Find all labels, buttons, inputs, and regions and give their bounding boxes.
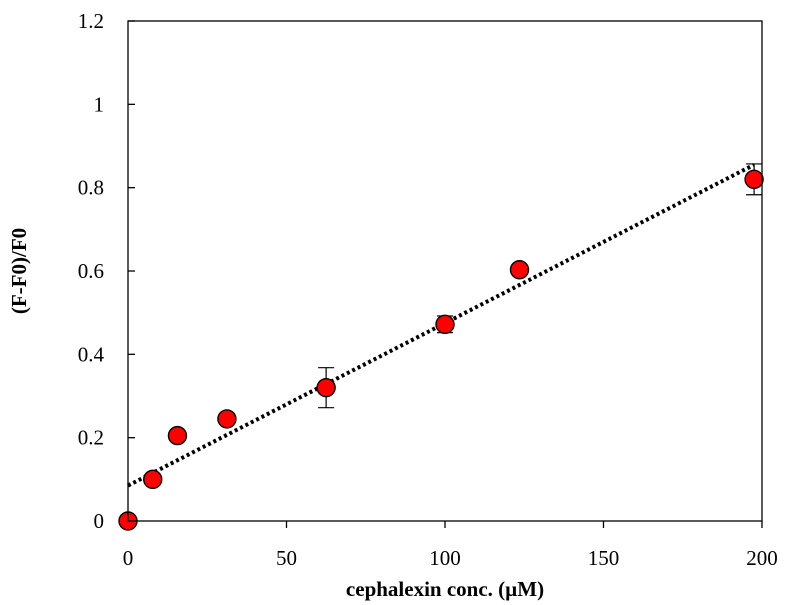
- y-tick-label: 0: [94, 509, 105, 533]
- plot-area-frame: [127, 20, 763, 522]
- data-point: [744, 169, 764, 190]
- x-tick-label: 50: [276, 546, 297, 570]
- y-tick-label: 0.8: [78, 176, 104, 200]
- data-point: [167, 425, 188, 446]
- y-tick-label: 1.2: [78, 9, 104, 33]
- x-tick-label: 100: [429, 546, 461, 570]
- y-tick-label: 0.4: [78, 342, 105, 366]
- data-point: [435, 314, 455, 335]
- data-points: [118, 169, 764, 531]
- data-point: [316, 377, 336, 398]
- y-axis-title: (F-F0)/F0: [7, 228, 31, 314]
- y-tick-label: 1: [94, 92, 105, 116]
- data-point: [143, 469, 163, 490]
- data-point: [509, 260, 530, 280]
- x-axis-ticks: 0 50 100 150 200: [123, 521, 778, 570]
- x-axis-title: cephalexin conc. (µM): [346, 577, 544, 601]
- y-axis-ticks: 0 0.2 0.4 0.6 0.8 1 1.2: [78, 9, 135, 533]
- x-tick-label: 150: [588, 546, 620, 570]
- x-tick-label: 0: [123, 546, 134, 570]
- y-tick-label: 0.2: [78, 426, 104, 450]
- error-bars: [318, 163, 763, 409]
- data-point: [217, 409, 237, 429]
- y-tick-label: 0.6: [78, 259, 104, 283]
- x-tick-label: 200: [746, 546, 778, 570]
